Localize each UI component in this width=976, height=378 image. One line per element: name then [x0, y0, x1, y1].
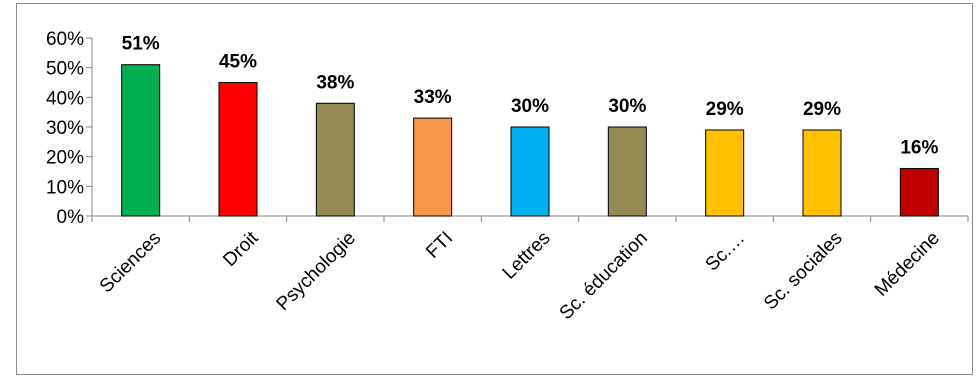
category-label: Sc. sociales	[760, 228, 847, 315]
bar	[218, 82, 258, 217]
category-label: FTI	[422, 228, 457, 263]
y-tick-label: 40%	[46, 88, 84, 109]
category-label: Sc. éducation	[556, 228, 652, 324]
data-label: 30%	[511, 96, 549, 117]
data-label: 45%	[219, 52, 257, 73]
bar	[899, 168, 939, 217]
bar	[802, 129, 842, 217]
bar	[121, 64, 161, 217]
y-tick-label: 50%	[46, 59, 84, 80]
data-label: 30%	[608, 96, 646, 117]
y-tick-label: 30%	[46, 118, 84, 139]
data-label: 29%	[706, 99, 744, 120]
y-tick-label: 60%	[46, 29, 84, 50]
category-label: Droit	[219, 227, 263, 271]
data-label: 38%	[316, 72, 354, 93]
bar	[705, 129, 745, 217]
y-tick-label: 0%	[57, 207, 85, 228]
category-label: Sciences	[96, 228, 165, 297]
data-label: 51%	[122, 34, 160, 55]
bar	[413, 117, 453, 217]
bar	[315, 102, 355, 217]
bar	[510, 126, 550, 217]
category-label: Psychologie	[273, 228, 360, 315]
category-label: Lettres	[499, 228, 555, 284]
data-label: 33%	[414, 87, 452, 108]
data-label: 29%	[803, 99, 841, 120]
category-label: Sc.…	[702, 228, 750, 276]
category-label: Médecine	[871, 228, 944, 301]
bar	[607, 126, 647, 217]
y-tick-label: 10%	[46, 177, 84, 198]
y-tick-label: 20%	[46, 148, 84, 169]
data-label: 16%	[900, 138, 938, 159]
